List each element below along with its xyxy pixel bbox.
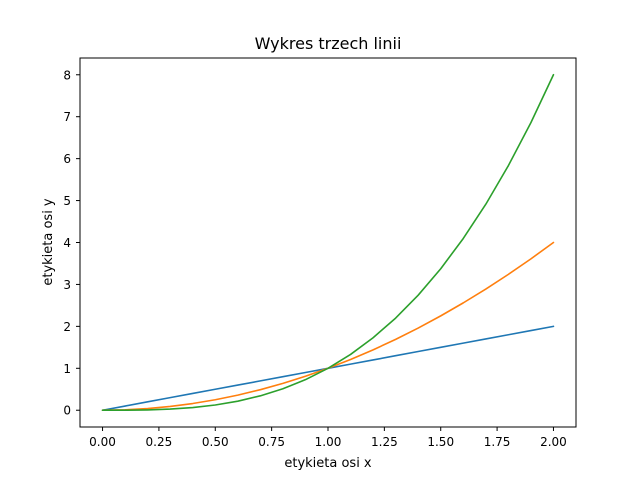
y-tick-label: 3 <box>63 278 71 292</box>
x-axis-ticks: 0.00 0.25 0.50 0.75 1.00 1.25 1.50 1.75 2.00 <box>89 427 567 449</box>
x-tick-label: 0.75 <box>258 435 285 449</box>
plot-area <box>80 58 576 427</box>
y-tick-label: 4 <box>63 236 71 250</box>
x-tick-label: 0.50 <box>202 435 229 449</box>
x-axis-label: etykieta osi x <box>284 456 372 471</box>
x-tick-label: 1.00 <box>315 435 342 449</box>
series-layer <box>101 73 555 412</box>
y-axis-label: etykieta osi y <box>41 198 56 286</box>
y-tick-label: 2 <box>63 320 71 334</box>
y-axis-ticks: 0 1 2 3 4 5 6 7 8 <box>63 68 80 418</box>
y-tick-label: 7 <box>63 110 71 124</box>
y-tick-label: 8 <box>63 68 71 82</box>
y-tick-label: 6 <box>63 152 71 166</box>
x-tick-label: 1.75 <box>484 435 511 449</box>
x-tick-label: 0.00 <box>89 435 116 449</box>
x-tick-label: 1.25 <box>371 435 398 449</box>
y-tick-label: 1 <box>63 362 71 376</box>
chart-title: Wykres trzech linii <box>255 34 402 53</box>
series-line-3 <box>101 73 555 412</box>
y-tick-label: 5 <box>63 194 71 208</box>
x-tick-label: 2.00 <box>540 435 567 449</box>
x-tick-label: 1.50 <box>427 435 454 449</box>
y-tick-label: 0 <box>63 404 71 418</box>
x-tick-label: 0.25 <box>146 435 173 449</box>
